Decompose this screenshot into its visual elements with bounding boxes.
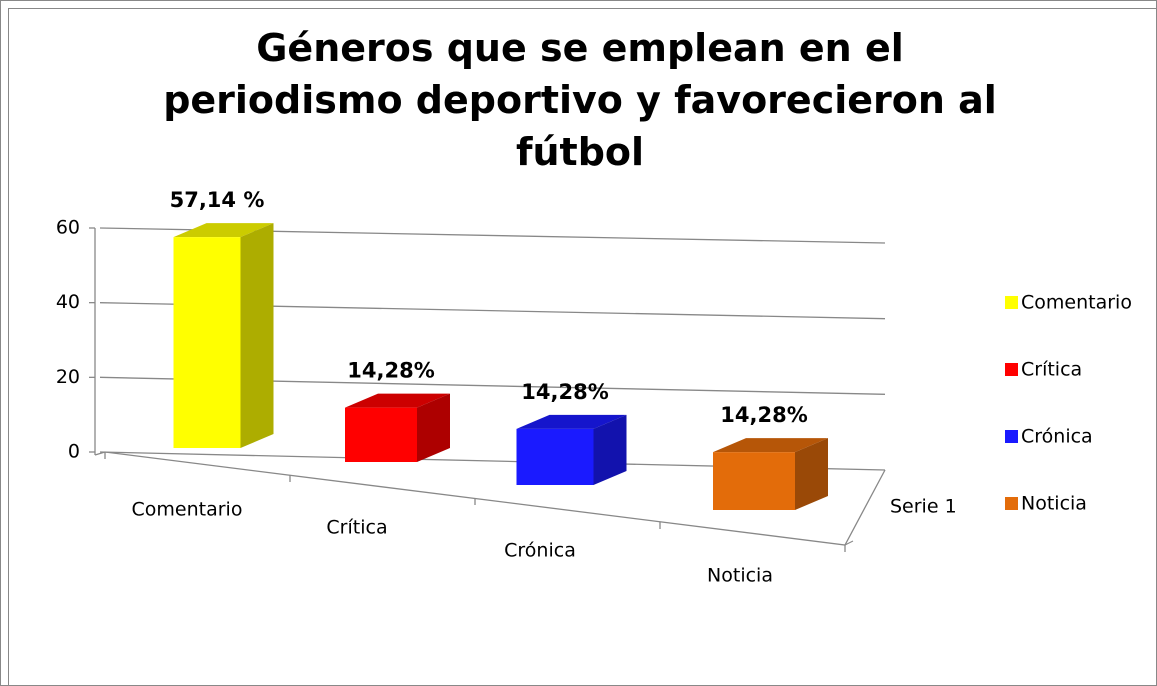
y-tick-label: 40 [56, 291, 80, 313]
chart-title: Géneros que se emplean en el periodismo … [163, 26, 997, 174]
legend-label: Noticia [1021, 493, 1087, 515]
bar-front [713, 452, 795, 510]
legend-label: Crítica [1021, 359, 1082, 381]
value-label: 14,28% [347, 359, 434, 383]
bar-front [516, 428, 594, 485]
bar-top [173, 223, 274, 238]
y-tick-label: 0 [68, 441, 80, 463]
bar-front [345, 407, 417, 462]
bar-side [417, 393, 450, 462]
legend-label: Comentario [1021, 292, 1132, 314]
x-tick-label: Crónica [504, 540, 576, 562]
bar [345, 393, 450, 462]
depth-axis [844, 540, 854, 546]
value-label: 14,28% [720, 403, 807, 427]
x-tick-label: Crítica [326, 517, 387, 539]
legend-swatch [1005, 363, 1018, 376]
y-tick-label: 20 [56, 366, 80, 388]
y-tick-label: 60 [56, 217, 80, 239]
bar [173, 223, 274, 448]
bar-top [345, 393, 450, 408]
x-tick-label: Noticia [707, 565, 773, 587]
bar-top [713, 438, 828, 453]
x-tick-label: Comentario [132, 499, 243, 521]
bar-side [795, 438, 828, 510]
value-label: 57,14 % [170, 188, 265, 212]
legend-label: Crónica [1021, 426, 1093, 448]
bar [516, 414, 627, 485]
bar-side [593, 414, 627, 485]
bar [713, 438, 828, 510]
legend-swatch [1005, 497, 1018, 510]
depth-axis-label: Serie 1 [890, 496, 957, 518]
bar-front [173, 237, 241, 448]
bar-side [240, 223, 274, 448]
legend-swatch [1005, 430, 1018, 443]
bar-top [516, 414, 627, 429]
value-label: 14,28% [521, 380, 608, 404]
legend-swatch [1005, 296, 1018, 309]
